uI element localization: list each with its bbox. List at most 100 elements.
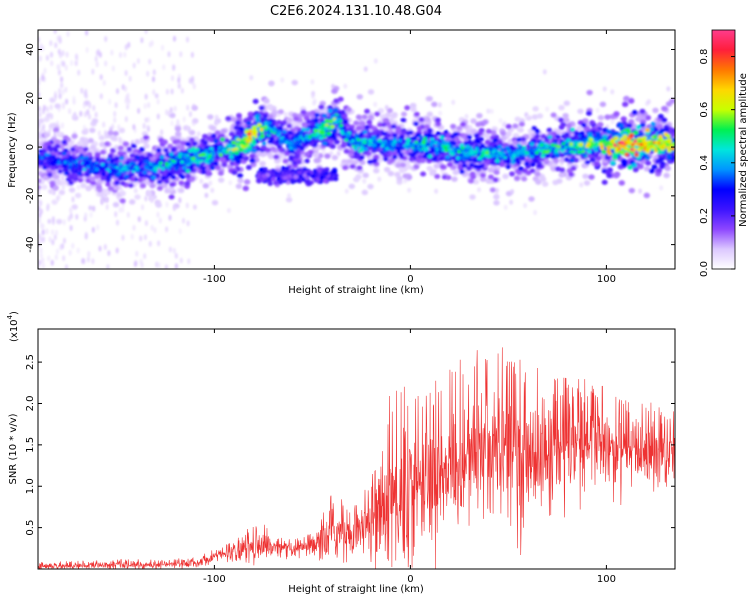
- speckle-cell: [108, 98, 112, 105]
- speckle-cell: [373, 101, 378, 107]
- ridge-cell: [139, 183, 146, 189]
- speckle-cell: [53, 30, 57, 34]
- ridge-cell: [664, 165, 671, 172]
- speckle-cell: [127, 41, 131, 48]
- ridge-cell: [599, 101, 607, 108]
- ridge-cell: [554, 166, 561, 172]
- ridge-cell: [81, 129, 88, 135]
- speckle-cell: [156, 98, 160, 105]
- speckle-cell: [102, 121, 106, 128]
- ridge-cell: [245, 164, 252, 170]
- speckle-cell: [96, 49, 101, 55]
- ridge-cell: [531, 126, 537, 131]
- ridge-cell: [557, 117, 564, 123]
- ridge-cell: [169, 182, 176, 188]
- ridge-cell: [329, 143, 336, 150]
- ridge-cell: [175, 131, 182, 137]
- speckle-cell: [438, 110, 443, 116]
- ridge-cell: [661, 117, 668, 123]
- ridge-cell: [348, 183, 355, 190]
- ridge-cell: [113, 156, 120, 161]
- ridge-cell: [255, 150, 263, 157]
- ridge-cell: [392, 154, 398, 160]
- ridge-cell: [242, 185, 249, 192]
- speckle-cell: [60, 76, 64, 83]
- ridge-cell: [207, 114, 214, 120]
- ridge-cell: [71, 204, 78, 210]
- ridge-cell: [562, 112, 569, 119]
- speckle-cell: [54, 42, 58, 49]
- ridge-cell: [213, 138, 219, 144]
- ridge-cell: [252, 98, 259, 104]
- ridge-cell: [560, 122, 567, 128]
- ridge-cell: [184, 181, 191, 187]
- ridge-cell: [173, 203, 180, 209]
- ridge-cell: [48, 147, 54, 153]
- ridge-cell: [449, 134, 456, 139]
- ridge-cell: [420, 171, 427, 177]
- ridge-cell: [386, 108, 393, 114]
- ridge-cell: [512, 132, 520, 139]
- ridge-cell: [91, 118, 99, 124]
- ridge-cell: [293, 116, 300, 122]
- ridge-cell: [643, 166, 651, 172]
- ridge-cell: [60, 179, 67, 186]
- speckle-cell: [143, 253, 147, 260]
- ridge-cell: [89, 176, 96, 182]
- speckle-cell: [115, 247, 119, 254]
- speckle-cell: [83, 111, 87, 118]
- ridge-cell: [260, 144, 267, 150]
- speckle-cell: [509, 199, 514, 205]
- speckle-cell: [638, 188, 643, 194]
- ridge-cell: [77, 177, 84, 183]
- ridge-cell: [342, 165, 349, 171]
- ridge-cell: [49, 97, 56, 103]
- speckle-cell: [50, 229, 55, 236]
- speckle-cell: [84, 92, 88, 99]
- speckle-cell: [41, 75, 45, 82]
- ridge-cell: [250, 161, 257, 168]
- speckle-cell: [65, 51, 69, 58]
- speckle-cell: [312, 98, 317, 104]
- speckle-cell: [150, 40, 154, 47]
- speckle-cell: [168, 246, 172, 253]
- ridge-cell: [423, 124, 430, 130]
- ridge-cell: [367, 183, 374, 190]
- ridge-cell: [665, 153, 672, 159]
- ridge-cell: [588, 174, 595, 180]
- speckle-cell: [107, 250, 111, 257]
- ridge-cell: [300, 109, 307, 115]
- speckle-cell: [67, 215, 71, 222]
- ridge-cell: [374, 111, 381, 117]
- ridge-cell: [353, 154, 360, 160]
- ridge-cell: [58, 189, 66, 196]
- ridge-cell: [604, 114, 611, 120]
- ridge-cell: [74, 192, 82, 199]
- speckle-cell: [123, 85, 128, 92]
- ridge-cell: [268, 80, 275, 87]
- ridge-cell: [101, 196, 108, 203]
- ridge-cell: [606, 173, 613, 179]
- ridge-cell: [576, 125, 583, 131]
- ridge-cell: [119, 198, 126, 204]
- ridge-cell: [487, 174, 494, 180]
- speckle-cell: [142, 123, 146, 129]
- speckle-cell: [177, 77, 181, 84]
- ridge-cell: [439, 164, 446, 170]
- speckle-cell: [76, 247, 80, 254]
- ridge-cell: [505, 131, 512, 137]
- ridge-cell: [202, 183, 209, 189]
- ridge-cell: [657, 156, 664, 162]
- speckle-cell: [190, 51, 194, 58]
- ridge-cell: [333, 98, 340, 104]
- speckle-cell: [170, 88, 174, 95]
- speckle-cell: [451, 99, 456, 105]
- ridge-cell: [156, 179, 163, 185]
- speckle-cell: [140, 204, 145, 211]
- speckle-cell: [104, 36, 108, 42]
- ridge-cell: [43, 132, 50, 138]
- speckle-cell: [336, 151, 341, 157]
- ridge-cell: [391, 111, 398, 118]
- ridge-cell: [340, 109, 346, 115]
- ridge-cell: [306, 119, 312, 125]
